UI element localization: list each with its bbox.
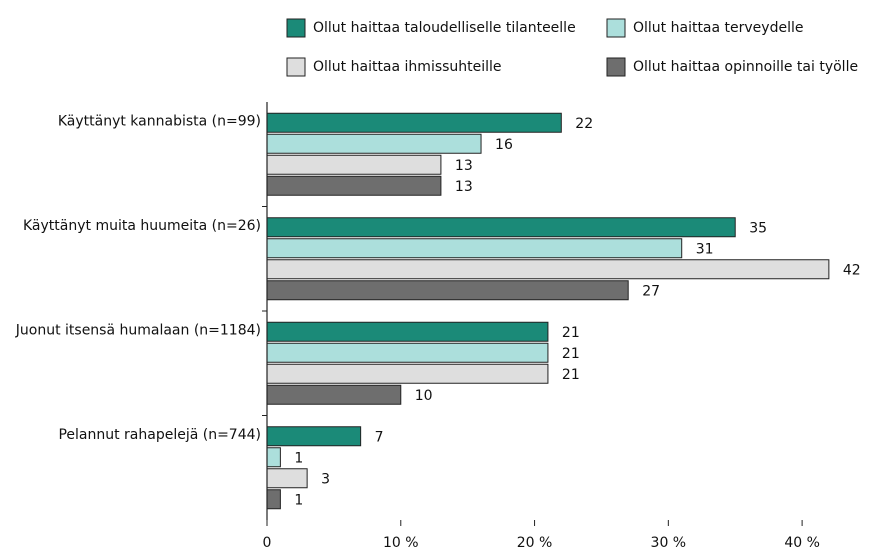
legend-label: Ollut haittaa taloudelliselle tilanteell… (313, 20, 576, 36)
data-label: 27 (642, 283, 660, 299)
data-label: 21 (562, 346, 580, 362)
x-tick-label: 30 % (651, 535, 687, 551)
data-label: 22 (575, 116, 593, 132)
bar (266, 112, 562, 133)
legend-swatch (606, 18, 626, 38)
bar (266, 133, 482, 154)
data-label: 13 (455, 179, 473, 195)
bar (266, 468, 308, 489)
data-label: 13 (455, 158, 473, 174)
data-label: 16 (495, 137, 513, 153)
data-label: 42 (843, 262, 861, 278)
bar (266, 384, 402, 405)
bar (266, 238, 683, 259)
data-label: 1 (294, 450, 303, 466)
bar (266, 342, 549, 363)
x-tick-label: 0 (263, 535, 272, 551)
bar (266, 363, 549, 384)
data-label: 21 (562, 367, 580, 383)
legend-swatch (606, 57, 626, 77)
y-tick-label: Pelannut rahapelejä (n=744) (58, 427, 261, 443)
data-label: 31 (696, 241, 714, 257)
bar (266, 321, 549, 342)
legend-swatch (286, 57, 306, 77)
bar (266, 426, 362, 447)
legend-label: Ollut haittaa ihmissuhteille (313, 59, 502, 75)
legend-label: Ollut haittaa opinnoille tai työlle (633, 59, 858, 75)
data-label: 3 (321, 471, 330, 487)
bar (266, 259, 830, 280)
y-tick-label: Käyttänyt kannabista (n=99) (58, 113, 261, 129)
legend-label: Ollut haittaa terveydelle (633, 20, 803, 36)
x-tick-label: 40 % (784, 535, 820, 551)
data-label: 10 (415, 388, 433, 404)
bar (266, 154, 442, 175)
data-label: 1 (294, 492, 303, 508)
bar (266, 489, 281, 510)
bar (266, 175, 442, 196)
bar (266, 217, 736, 238)
bar (266, 280, 629, 301)
legend-swatch (286, 18, 306, 38)
data-label: 35 (749, 220, 767, 236)
x-tick-label: 20 % (517, 535, 553, 551)
x-tick-label: 10 % (383, 535, 419, 551)
data-label: 7 (375, 429, 384, 445)
bar (266, 447, 281, 468)
y-tick-label: Käyttänyt muita huumeita (n=26) (23, 218, 261, 234)
data-label: 21 (562, 325, 580, 341)
y-tick-label: Juonut itsensä humalaan (n=1184) (15, 322, 261, 338)
